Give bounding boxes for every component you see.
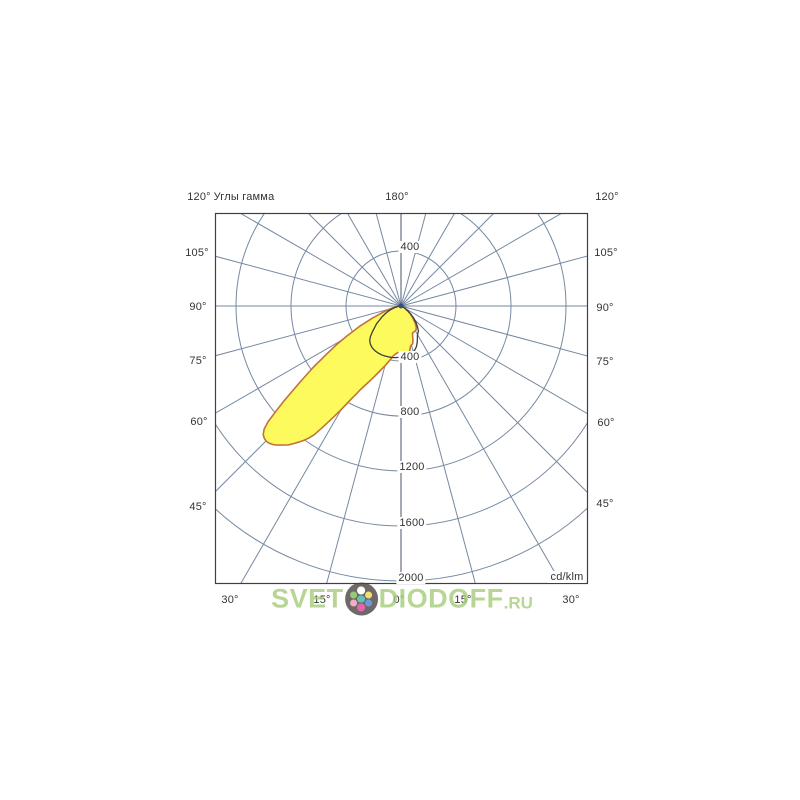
- beam-lobes: [262, 303, 420, 446]
- angle-label-bottom-15-right: 15°: [454, 594, 472, 606]
- angle-label-bottom-0: 0°: [393, 594, 405, 606]
- watermark-text-diodoff: DIODOFF: [378, 583, 504, 614]
- logo-dot: [350, 591, 358, 599]
- angle-label-left-75: 75°: [189, 355, 207, 367]
- radial-tick-1600: 1600: [397, 517, 427, 529]
- radial-tick-400-upper: 400: [398, 241, 422, 253]
- logo-dot: [350, 599, 358, 607]
- site-watermark: SVET DIODOFF .RU: [271, 582, 533, 616]
- logo-dot: [357, 586, 365, 595]
- angle-label-bottom-30-right: 30°: [562, 594, 580, 606]
- angle-label-right-60: 60°: [597, 417, 615, 429]
- chart-title: Углы гамма: [213, 191, 275, 203]
- watermark-text-ru: .RU: [503, 593, 533, 613]
- logo-dot: [357, 595, 365, 603]
- angle-label-left-45: 45°: [189, 501, 207, 513]
- angle-label-right-75: 75°: [596, 356, 614, 368]
- watermark-text-svet: SVET: [271, 583, 344, 614]
- angle-label-top-right-120: 120°: [595, 191, 619, 203]
- logo-dot: [364, 599, 373, 607]
- radial-tick-2000: 2000: [396, 572, 426, 584]
- angle-label-right-105: 105°: [594, 247, 618, 259]
- radial-tick-1200: 1200: [397, 461, 427, 473]
- radial-tick-400: 400: [398, 351, 422, 363]
- beam-lobe-C0-C180: [262, 305, 417, 446]
- angle-label-top-center-180: 180°: [385, 191, 409, 203]
- angle-label-left-90: 90°: [189, 301, 207, 313]
- radial-tick-800: 800: [398, 406, 422, 418]
- angle-label-right-90: 90°: [596, 302, 614, 314]
- beam-lobe-C90-C270: [369, 305, 420, 359]
- angle-label-left-60: 60°: [190, 416, 208, 428]
- angle-label-left-105: 105°: [185, 247, 209, 259]
- color-dots-logo-icon: [344, 582, 378, 616]
- angle-label-bottom-15-left: 15°: [313, 594, 331, 606]
- angle-label-top-left-120: 120°: [187, 191, 211, 203]
- unit-label-cd-klm: cd/klm: [548, 571, 586, 583]
- logo-dot: [364, 591, 373, 599]
- angle-label-bottom-30-left: 30°: [221, 594, 239, 606]
- angle-label-right-45: 45°: [596, 498, 614, 510]
- logo-dot: [357, 603, 365, 612]
